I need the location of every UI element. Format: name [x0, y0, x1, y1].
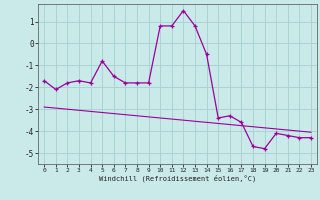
X-axis label: Windchill (Refroidissement éolien,°C): Windchill (Refroidissement éolien,°C): [99, 175, 256, 182]
